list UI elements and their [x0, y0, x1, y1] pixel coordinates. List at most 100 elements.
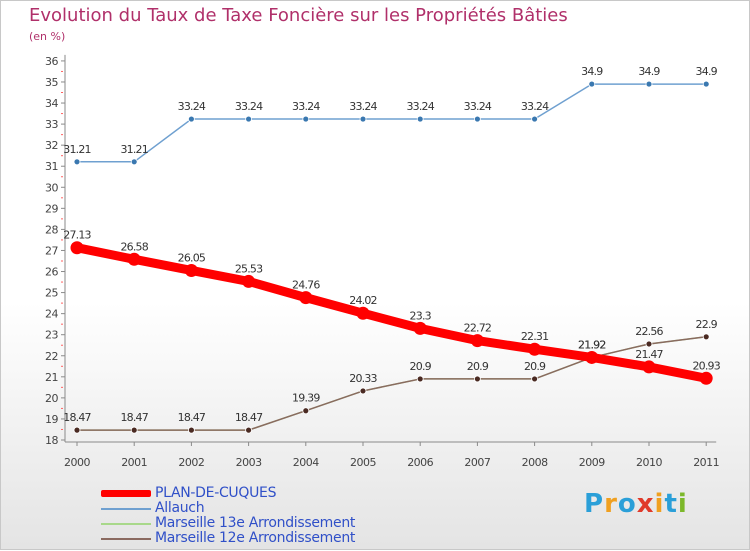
series-line-3	[76, 336, 707, 431]
data-label: 20.9	[524, 360, 546, 373]
data-label: 27.13	[63, 229, 91, 242]
data-label: 24.76	[292, 279, 320, 292]
data-point	[356, 306, 370, 320]
data-label: 33.24	[406, 100, 434, 113]
x-tick-label: 2006	[407, 456, 433, 469]
data-point	[302, 115, 310, 123]
data-point	[187, 115, 195, 123]
data-point	[699, 371, 713, 385]
data-label: 19.39	[292, 392, 320, 405]
y-tick-label: 35	[45, 76, 58, 89]
legend-swatch-allauch	[101, 508, 151, 510]
x-tick-label: 2011	[693, 456, 719, 469]
data-label: 26.05	[178, 251, 206, 264]
data-label: 33.24	[349, 100, 377, 113]
data-label: 18.47	[63, 411, 91, 424]
data-label: 20.33	[349, 372, 377, 385]
data-label: 33.24	[178, 100, 206, 113]
data-point	[702, 333, 710, 341]
data-point	[70, 241, 84, 255]
data-point	[413, 321, 427, 335]
data-point	[531, 115, 538, 123]
y-tick-label: 24	[45, 308, 58, 321]
data-point	[130, 426, 138, 434]
logo-letter: i	[677, 489, 688, 519]
legend-label: Allauch	[155, 500, 205, 516]
y-unit-label: (en %)	[29, 30, 66, 43]
data-point	[245, 115, 253, 123]
y-tick-label: 25	[45, 287, 58, 300]
x-tick-label: 2009	[579, 456, 605, 469]
data-point	[184, 263, 198, 277]
data-label: 21.92	[578, 338, 606, 351]
data-point	[130, 158, 138, 166]
data-label: 26.58	[120, 240, 148, 253]
legend-swatch-marseille-12e	[101, 538, 151, 540]
y-tick-label: 32	[45, 139, 58, 152]
data-point	[73, 158, 81, 166]
data-label: 34.9	[696, 65, 718, 78]
y-tick-label: 26	[45, 266, 58, 279]
data-label: 25.53	[235, 262, 263, 275]
data-point	[187, 426, 195, 434]
x-tick-label: 2004	[293, 456, 319, 469]
data-label: 33.24	[292, 100, 320, 113]
data-label: 22.31	[521, 330, 549, 343]
y-tick-label: 28	[45, 223, 58, 236]
x-tick-label: 2010	[636, 456, 662, 469]
y-tick-label: 18	[45, 434, 58, 447]
data-point	[702, 80, 710, 88]
logo-letter: o	[617, 489, 637, 519]
data-point	[73, 426, 81, 434]
data-point	[470, 334, 484, 348]
data-label: 18.47	[178, 411, 206, 424]
data-point	[473, 115, 481, 123]
data-point	[645, 80, 653, 88]
data-point	[531, 375, 538, 383]
y-tick-label: 29	[45, 202, 58, 215]
data-point	[416, 375, 424, 383]
data-label: 20.93	[692, 359, 720, 372]
y-tick-label: 23	[45, 329, 58, 342]
data-label: 31.21	[120, 143, 148, 156]
y-tick-label: 19	[45, 413, 58, 426]
data-point	[642, 360, 656, 374]
chart-title: Evolution du Taux de Taxe Foncière sur l…	[29, 5, 568, 26]
logo-letter: i	[654, 489, 665, 519]
series-line-0	[72, 243, 711, 383]
data-label: 22.9	[696, 318, 718, 331]
data-label: 23.3	[410, 309, 432, 322]
logo-letter: t	[664, 489, 678, 519]
y-tick-label: 33	[45, 118, 58, 131]
data-label: 33.24	[235, 100, 263, 113]
data-label: 21.47	[635, 348, 663, 361]
logo-letter: x	[636, 489, 655, 519]
x-tick-label: 2008	[522, 456, 548, 469]
y-tick-label: 21	[45, 371, 58, 384]
data-point	[242, 274, 256, 288]
data-point	[528, 342, 542, 356]
legend-swatch-marseille-13e	[101, 523, 151, 525]
data-label: 31.21	[63, 143, 91, 156]
x-tick-label: 2001	[121, 456, 147, 469]
data-point	[585, 350, 599, 364]
data-label: 33.24	[464, 100, 492, 113]
y-tick-label: 36	[45, 55, 58, 68]
data-label: 33.24	[521, 100, 549, 113]
x-tick-label: 2007	[464, 456, 490, 469]
y-tick-label: 22	[45, 350, 58, 363]
legend-label: Marseille 13e Arrondissement	[155, 515, 356, 531]
proxiti-logo: Proxiti	[584, 489, 688, 519]
data-label: 18.47	[235, 411, 263, 424]
logo-letter: r	[604, 489, 618, 519]
y-tick-label: 27	[45, 244, 58, 257]
legend-swatch-plan-de-cuques	[101, 490, 151, 497]
legend-label: Marseille 12e Arrondissement	[155, 530, 356, 546]
x-tick-label: 2005	[350, 456, 376, 469]
legend-label: PLAN-DE-CUQUES	[155, 485, 277, 501]
series-line-2	[76, 336, 707, 431]
data-label: 34.9	[638, 65, 660, 78]
data-point	[299, 291, 313, 305]
